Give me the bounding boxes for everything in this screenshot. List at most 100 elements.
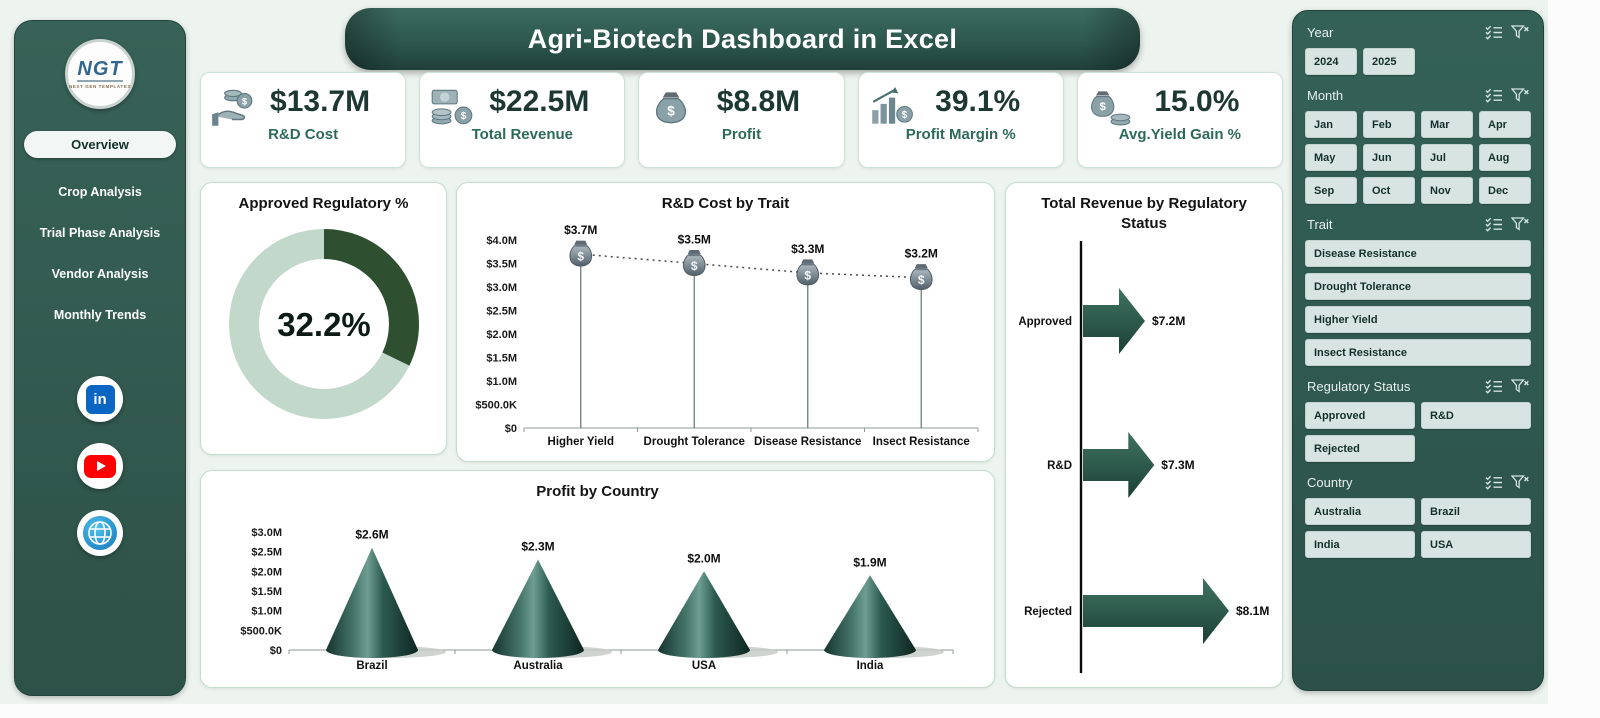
- social-links: in: [77, 376, 123, 556]
- month-dec-button[interactable]: Dec: [1479, 177, 1531, 204]
- country-brazil-button[interactable]: Brazil: [1421, 498, 1531, 525]
- linkedin-glyph: in: [85, 384, 115, 414]
- status-rejected-button[interactable]: Rejected: [1305, 435, 1415, 462]
- svg-text:Higher Yield: Higher Yield: [547, 436, 613, 448]
- clear-filter-icon[interactable]: [1511, 475, 1529, 490]
- country-slicer: Country Australia Brazil India USA: [1305, 475, 1531, 558]
- svg-text:$: $: [917, 273, 924, 287]
- cash-coins-icon: $: [431, 89, 473, 125]
- regulatory-status-slicer: Regulatory Status Approved R&D Rejected: [1305, 379, 1531, 462]
- kpi-label: Profit Margin %: [905, 126, 1016, 143]
- chart-title: Profit by Country: [536, 483, 659, 500]
- status-approved-button[interactable]: Approved: [1305, 402, 1415, 429]
- youtube-play-icon: [84, 454, 116, 478]
- country-india-button[interactable]: India: [1305, 531, 1415, 558]
- svg-text:$: $: [690, 259, 697, 273]
- month-oct-button[interactable]: Oct: [1363, 177, 1415, 204]
- trait-higher-yield-button[interactable]: Higher Yield: [1305, 306, 1531, 333]
- svg-text:$8.1M: $8.1M: [1236, 604, 1269, 618]
- nav-item-overview[interactable]: Overview: [24, 131, 176, 158]
- country-slicer-title: Country: [1307, 475, 1353, 490]
- clear-filter-icon[interactable]: [1511, 217, 1529, 232]
- svg-text:$: $: [804, 268, 811, 282]
- svg-text:India: India: [856, 660, 883, 672]
- ngt-logo: NGT NEXT GEN TEMPLATES: [65, 39, 135, 109]
- page-margin-bottom: [0, 704, 1600, 718]
- svg-text:R&D: R&D: [1047, 460, 1072, 472]
- svg-text:$0: $0: [504, 423, 516, 435]
- youtube-icon[interactable]: [77, 443, 123, 489]
- trait-chart: $4.0M $3.5M $3.0M $2.5M $2.0M $1.5M $1.0M $500.…: [475, 223, 978, 448]
- month-jul-button[interactable]: Jul: [1421, 144, 1473, 171]
- kpi-row: $ $13.7M R&D Cost $ $22.5M Total Revenue: [200, 72, 1283, 168]
- kpi-value: $22.5M: [489, 85, 590, 118]
- svg-text:$7.2M: $7.2M: [1152, 314, 1185, 328]
- year-slicer: Year 2024 2025: [1305, 25, 1531, 75]
- year-2025-button[interactable]: 2025: [1363, 48, 1415, 75]
- month-feb-button[interactable]: Feb: [1363, 111, 1415, 138]
- kpi-value: 15.0%: [1154, 85, 1240, 118]
- kpi-card-total-revenue: $ $22.5M Total Revenue: [419, 72, 626, 168]
- chart-title: R&D Cost by Trait: [661, 195, 790, 212]
- svg-text:$3.2M: $3.2M: [904, 246, 937, 260]
- trait-insect-resistance-button[interactable]: Insect Resistance: [1305, 339, 1531, 366]
- svg-text:$1.5M: $1.5M: [251, 586, 282, 598]
- status-rd-button[interactable]: R&D: [1421, 402, 1531, 429]
- title-banner: Agri-Biotech Dashboard in Excel: [345, 8, 1140, 70]
- clear-filter-icon[interactable]: [1511, 25, 1529, 40]
- month-sep-button[interactable]: Sep: [1305, 177, 1357, 204]
- svg-text:$2.0M: $2.0M: [251, 566, 282, 578]
- svg-text:$3.5M: $3.5M: [677, 232, 710, 246]
- website-globe-icon[interactable]: [77, 510, 123, 556]
- nav-item-crop-analysis[interactable]: Crop Analysis: [58, 185, 142, 199]
- svg-text:$3.7M: $3.7M: [564, 223, 597, 237]
- country-usa-button[interactable]: USA: [1421, 531, 1531, 558]
- kpi-label: Profit: [721, 126, 762, 143]
- svg-text:Australia: Australia: [513, 660, 563, 672]
- svg-text:32.2%: 32.2%: [277, 306, 371, 343]
- multi-select-icon[interactable]: [1485, 88, 1503, 103]
- chart-growth-icon: $: [871, 87, 913, 124]
- month-jan-button[interactable]: Jan: [1305, 111, 1357, 138]
- linkedin-icon[interactable]: in: [77, 376, 123, 422]
- nav-item-trial-phase-analysis[interactable]: Trial Phase Analysis: [39, 226, 161, 240]
- svg-text:$1.5M: $1.5M: [486, 352, 517, 364]
- trait-drought-tolerance-button[interactable]: Drought Tolerance: [1305, 273, 1531, 300]
- month-aug-button[interactable]: Aug: [1479, 144, 1531, 171]
- month-slicer: Month Jan Feb Mar Apr May Jun Jul Aug Se…: [1305, 88, 1531, 204]
- multi-select-icon[interactable]: [1485, 379, 1503, 394]
- svg-text:Insect Resistance: Insect Resistance: [872, 436, 969, 448]
- month-mar-button[interactable]: Mar: [1421, 111, 1473, 138]
- svg-text:$2.0M: $2.0M: [486, 329, 517, 341]
- multi-select-icon[interactable]: [1485, 25, 1503, 40]
- trait-disease-resistance-button[interactable]: Disease Resistance: [1305, 240, 1531, 267]
- month-nov-button[interactable]: Nov: [1421, 177, 1473, 204]
- clear-filter-icon[interactable]: [1511, 379, 1529, 394]
- profit-by-country-card: Profit by Country $3.0M $2.5M $2.0M $1.5M $1…: [200, 470, 995, 688]
- svg-text:$2.3M: $2.3M: [521, 539, 554, 553]
- page-margin-right: [1548, 0, 1600, 718]
- svg-text:$: $: [901, 110, 907, 121]
- month-slicer-title: Month: [1307, 88, 1344, 103]
- multi-select-icon[interactable]: [1485, 475, 1503, 490]
- month-jun-button[interactable]: Jun: [1363, 144, 1415, 171]
- nav-item-vendor-analysis[interactable]: Vendor Analysis: [51, 267, 149, 281]
- country-australia-button[interactable]: Australia: [1305, 498, 1415, 525]
- money-bag-marker: $: [796, 258, 819, 285]
- kpi-card-profit: $ $8.8M Profit: [638, 72, 845, 168]
- country-chart: $3.0M $2.5M $2.0M $1.5M $1.0M $500.0K $0 $2.6M B…: [240, 527, 953, 672]
- regulatory-status-slicer-title: Regulatory Status: [1307, 379, 1411, 394]
- year-2024-button[interactable]: 2024: [1305, 48, 1357, 75]
- month-apr-button[interactable]: Apr: [1479, 111, 1531, 138]
- clear-filter-icon[interactable]: [1511, 88, 1529, 103]
- status-chart: Approved $7.2M R&D $7.3M Rejected $8.1M: [1018, 241, 1269, 673]
- svg-text:$3.0M: $3.0M: [251, 527, 282, 539]
- nav-item-monthly-trends[interactable]: Monthly Trends: [53, 308, 147, 322]
- month-may-button[interactable]: May: [1305, 144, 1357, 171]
- svg-text:$: $: [242, 95, 248, 106]
- money-bag-marker: $: [569, 240, 592, 267]
- multi-select-icon[interactable]: [1485, 217, 1503, 232]
- chart-title: Approved Regulatory %: [238, 195, 409, 212]
- page-title: Agri-Biotech Dashboard in Excel: [527, 23, 958, 54]
